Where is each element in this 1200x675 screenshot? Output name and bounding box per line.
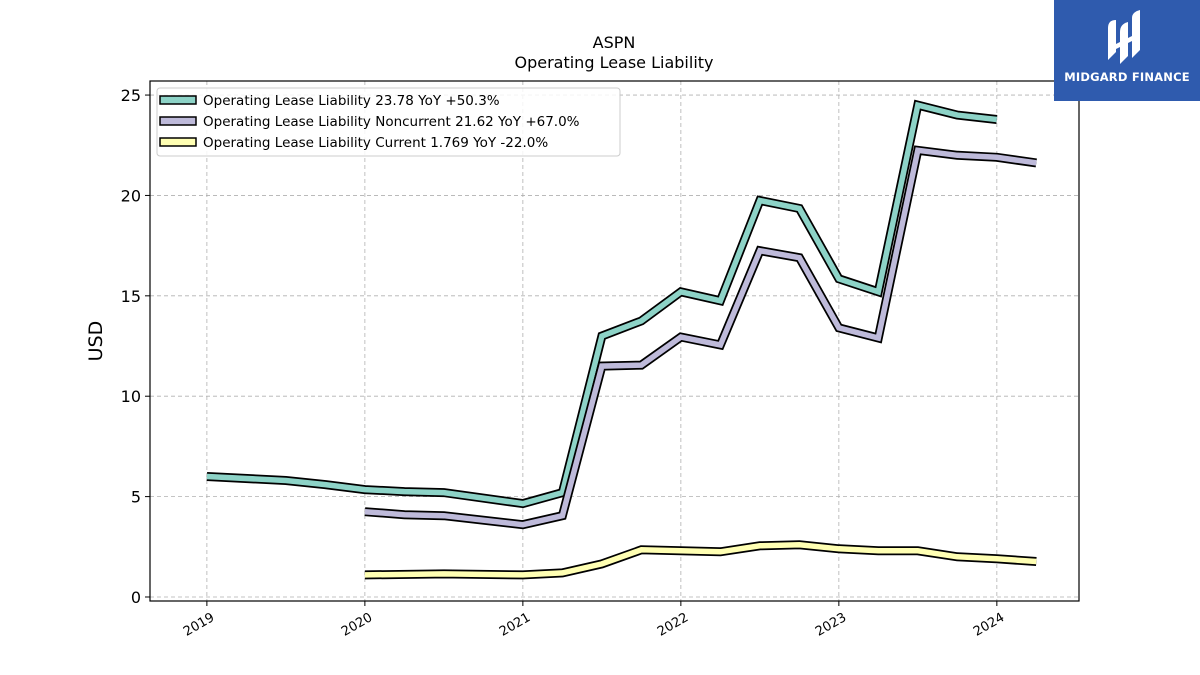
series-line-2	[364, 147, 1037, 528]
x-tick-label: 2020	[339, 610, 375, 640]
legend-label-3: Operating Lease Liability Current 1.769 …	[203, 135, 548, 151]
legend-swatch-1	[159, 95, 197, 105]
legend-box	[156, 87, 621, 157]
y-tick-label: 15	[121, 287, 141, 306]
legend: Operating Lease Liability 23.78 YoY +50.…	[156, 87, 621, 157]
y-tick-label: 10	[121, 387, 141, 406]
axis-ticks: 0 5 10 15 20 25 2019 2020 2021 2022 2023 2024	[121, 86, 1008, 640]
y-tick-label: 5	[131, 488, 141, 507]
y-tick-label: 0	[131, 588, 141, 607]
x-tick-label: 2019	[181, 610, 217, 640]
y-tick-label: 25	[121, 86, 141, 105]
grid-lines	[150, 81, 1079, 601]
legend-label-1: Operating Lease Liability 23.78 YoY +50.…	[203, 93, 500, 109]
chart-title: ASPN	[593, 33, 636, 52]
y-axis-label: USD	[85, 321, 107, 362]
x-tick-label: 2023	[813, 610, 849, 640]
series-lines	[206, 99, 1037, 580]
x-tick-label: 2021	[497, 610, 533, 640]
series-line-3	[364, 542, 1037, 578]
legend-label-2: Operating Lease Liability Noncurrent 21.…	[203, 114, 580, 130]
series-outline-2	[364, 145, 1037, 530]
x-tick-label: 2022	[655, 610, 691, 640]
series-line-1	[206, 101, 998, 507]
legend-swatch-2	[159, 116, 197, 126]
brand-name: MIDGARD FINANCE	[1064, 70, 1190, 84]
plot-frame	[149, 80, 1080, 602]
y-tick-label: 20	[121, 186, 141, 205]
midgard-logo-icon	[1108, 10, 1140, 64]
brand-logo: MIDGARD FINANCE	[1054, 0, 1200, 101]
x-tick-label: 2024	[971, 610, 1007, 640]
series-outline-1	[206, 99, 998, 509]
chart-subtitle: Operating Lease Liability	[514, 53, 713, 72]
legend-swatch-3	[159, 137, 197, 147]
